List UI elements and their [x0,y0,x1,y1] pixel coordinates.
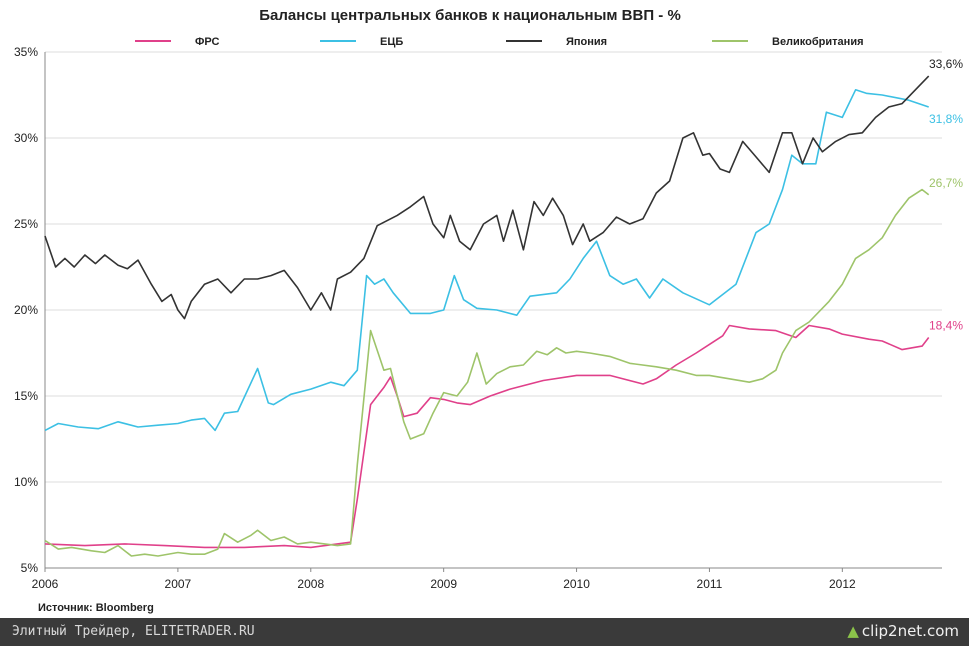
y-tick-label: 20% [14,303,38,317]
y-tick-label: 30% [14,131,38,145]
x-tick-label: 2010 [563,577,590,591]
footer-logo[interactable]: ▲ clip2net.com [847,622,959,640]
legend-label-ecb: ЕЦБ [380,36,403,48]
x-tick-label: 2007 [165,577,192,591]
y-axis-ticks: 5% 10% 15% 20% 25% 30% 35% [14,45,38,575]
footer-logo-text: clip2net.com [861,622,959,640]
y-tick-label: 5% [21,561,39,575]
series-line-fed [44,324,930,549]
x-tick-label: 2012 [829,577,856,591]
footer-site-text: Элитный Трейдер, ELITETRADER.RU [12,624,255,639]
gridlines [44,51,942,569]
end-label-uk: 26,7% [929,176,963,190]
series-line-uk [44,188,930,557]
legend-label-fed: ФРС [195,36,219,48]
y-tick-label: 15% [14,389,38,403]
end-label-japan: 33,6% [929,57,963,71]
legend: ФРС ЕЦБ Япония Великобритания [135,36,864,48]
y-tick-label: 10% [14,475,38,489]
end-labels: 18,4% 31,8% 33,6% 26,7% [929,57,963,332]
y-tick-label: 25% [14,217,38,231]
legend-label-japan: Япония [566,36,607,48]
end-label-fed: 18,4% [929,319,963,333]
legend-label-uk: Великобритания [772,36,864,48]
x-tick-label: 2009 [430,577,457,591]
chart-title: Балансы центральных банков к национальны… [259,7,681,24]
upload-arrow-icon: ▲ [847,622,859,640]
chart: Балансы центральных банков к национальны… [14,7,963,614]
source-note: Источник: Bloomberg [38,602,154,614]
series-line-japan [44,75,930,320]
end-label-ecb: 31,8% [929,112,963,126]
series-lines [44,75,930,557]
x-tick-label: 2006 [32,577,59,591]
series-line-ecb [44,89,929,432]
y-tick-label: 35% [14,45,38,59]
footer-bar: Элитный Трейдер, ELITETRADER.RU ▲ clip2ne… [0,618,969,646]
x-axis-ticks: 2006 2007 2008 2009 2010 2011 2012 [32,568,856,591]
x-tick-label: 2011 [697,577,723,591]
x-tick-label: 2008 [297,577,324,591]
